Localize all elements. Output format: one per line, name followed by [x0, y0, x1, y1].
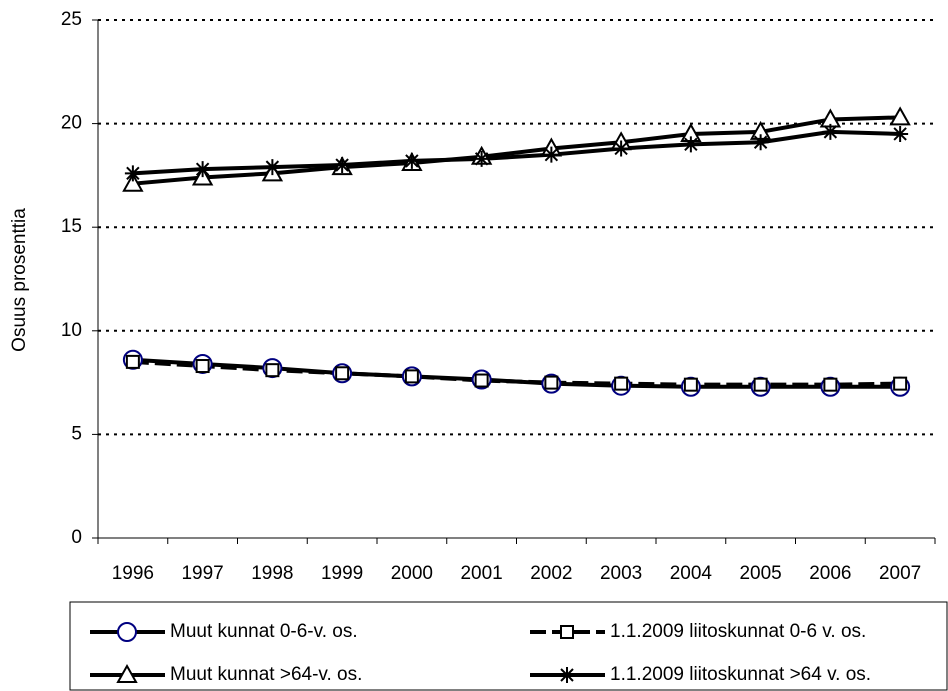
data-point — [195, 359, 210, 374]
series-line — [132, 115, 901, 186]
x-tick-label: 2001 — [460, 563, 502, 584]
x-tick-label: 2004 — [670, 563, 713, 584]
y-tick-label: 15 — [61, 216, 82, 237]
x-tick-label: 2006 — [809, 563, 851, 584]
y-tick-label: 25 — [61, 9, 82, 30]
data-point — [474, 373, 489, 388]
x-tick-label: 2002 — [530, 563, 572, 584]
y-tick-label: 20 — [61, 113, 82, 134]
data-point — [614, 376, 629, 391]
series-line — [132, 129, 901, 176]
data-point — [893, 376, 908, 391]
x-tick-label: 1998 — [251, 563, 293, 584]
data-point — [822, 123, 839, 140]
data-point — [544, 375, 559, 390]
y-tick-label: 10 — [61, 320, 82, 341]
data-point — [404, 369, 419, 384]
data-point — [264, 159, 281, 176]
data-point — [473, 150, 490, 167]
data-point — [125, 354, 140, 369]
data-point — [889, 106, 911, 126]
data-point — [335, 366, 350, 381]
legend-label: Muut kunnat >64-v. os. — [170, 664, 362, 685]
data-point — [683, 377, 698, 392]
series-line — [132, 359, 901, 387]
x-tick-label: 2005 — [739, 563, 781, 584]
x-tick-label: 2003 — [600, 563, 642, 584]
legend-marker — [560, 625, 574, 639]
data-point — [892, 125, 909, 142]
x-tick-label: 1997 — [181, 563, 223, 584]
legend-marker — [116, 663, 138, 683]
data-point — [265, 363, 280, 378]
legend-box — [69, 601, 948, 691]
x-tick-label: 2007 — [879, 563, 921, 584]
data-point — [194, 161, 211, 178]
legend-label: 1.1.2009 liitoskunnat 0-6 v. os. — [610, 621, 866, 642]
data-point — [753, 377, 768, 392]
data-point — [823, 377, 838, 392]
x-tick-label: 1996 — [112, 563, 154, 584]
legend-label: Muut kunnat 0-6-v. os. — [170, 621, 358, 642]
data-point — [682, 136, 699, 153]
data-point — [752, 134, 769, 151]
data-point — [403, 152, 420, 169]
legend-label: 1.1.2009 liitoskunnat >64 v. os. — [610, 664, 871, 685]
data-point — [122, 172, 144, 192]
data-point — [543, 146, 560, 163]
y-tick-label: 5 — [71, 423, 82, 444]
y-tick-label: 0 — [71, 527, 82, 548]
data-point — [613, 140, 630, 157]
data-point — [334, 157, 351, 174]
x-tick-label: 1999 — [321, 563, 363, 584]
legend-marker — [559, 667, 575, 683]
data-point — [124, 165, 141, 182]
y-axis-label: Osuus prosenttia — [9, 208, 30, 352]
x-tick-label: 2000 — [391, 563, 433, 584]
legend-marker — [117, 622, 137, 642]
